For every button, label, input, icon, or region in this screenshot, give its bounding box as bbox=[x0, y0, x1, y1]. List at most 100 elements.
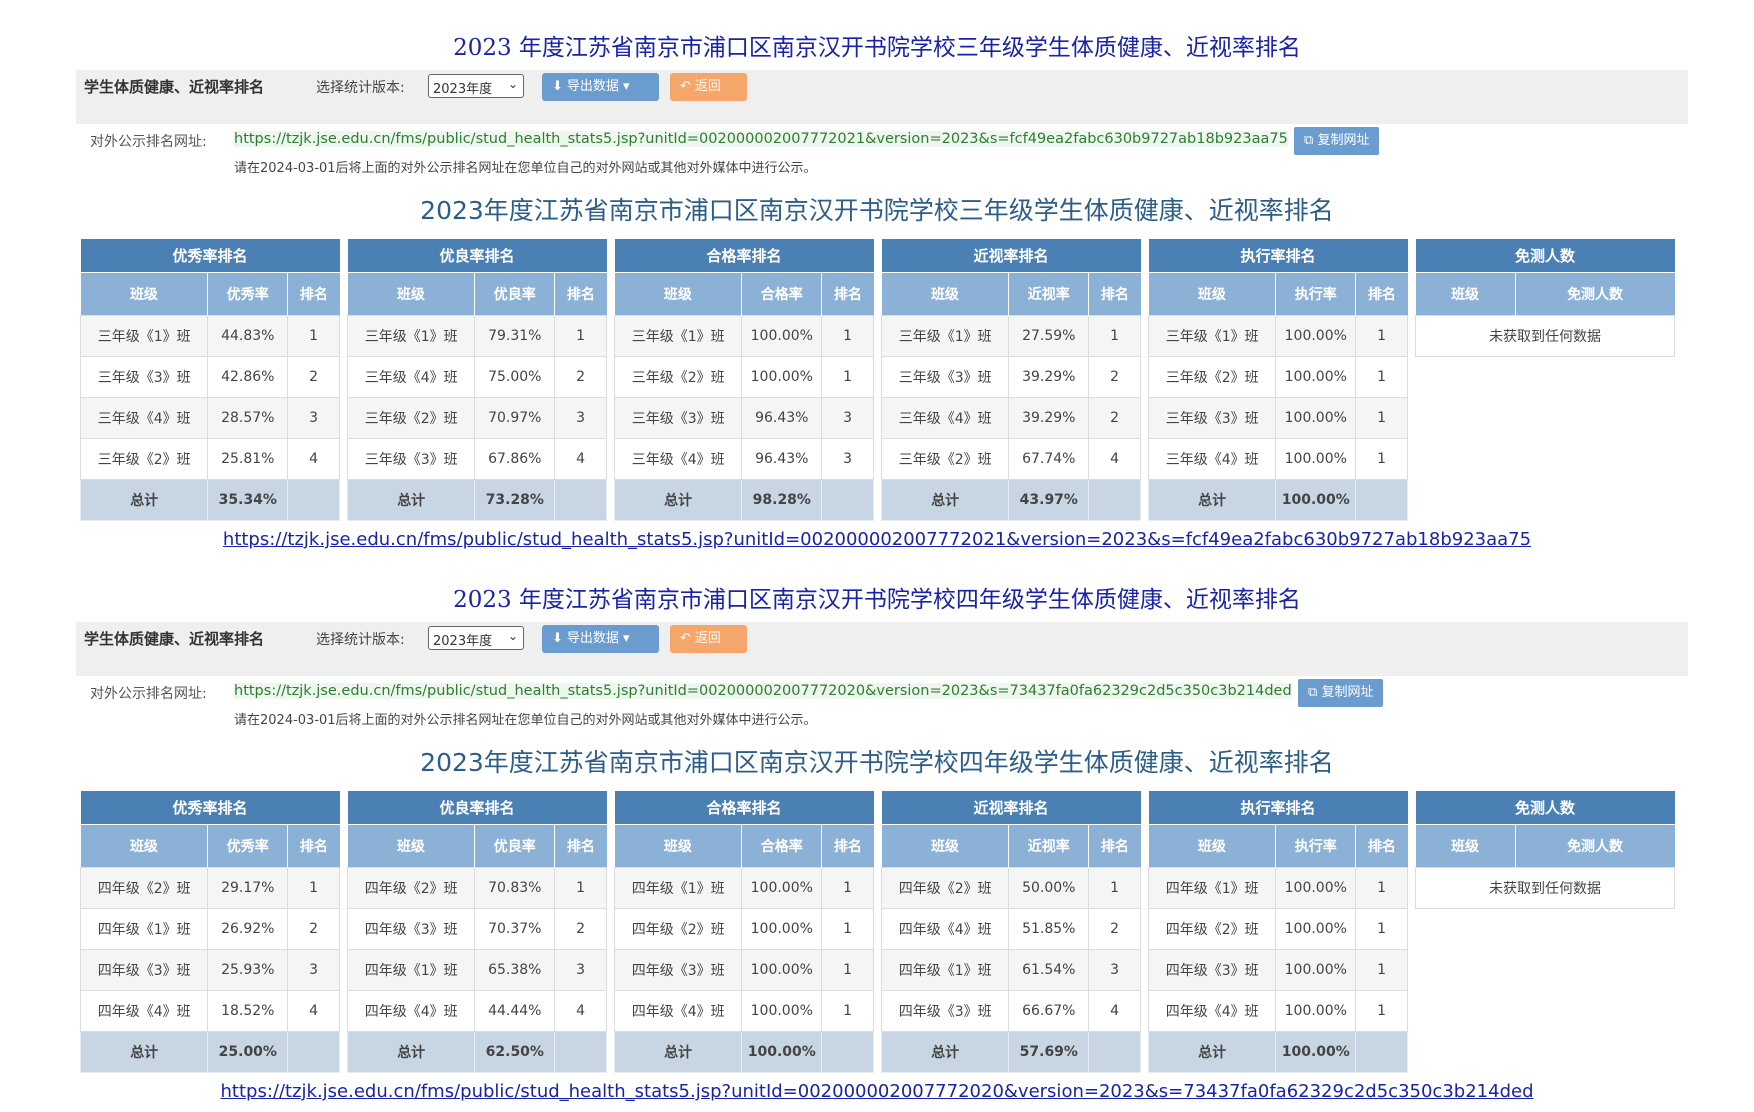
export-data-button[interactable]: ⬇ 导出数据 ▾ bbox=[542, 625, 659, 653]
version-select[interactable]: 2023年度 ⌄ bbox=[428, 626, 524, 650]
column-header: 班级 bbox=[881, 824, 1010, 868]
export-data-button[interactable]: ⬇ 导出数据 ▾ bbox=[542, 73, 659, 101]
column-header: 排名 bbox=[821, 272, 874, 316]
column-header: 排名 bbox=[554, 272, 607, 316]
table-cell: 四年级《1》班 bbox=[79, 908, 209, 950]
table-heading: 2023年度江苏省南京市浦口区南京汉开书院学校四年级学生体质健康、近视率排名 bbox=[420, 748, 1334, 777]
table-cell: 三年级《2》班 bbox=[79, 438, 209, 480]
table-row: 四年级《1》班 65.38% 3 bbox=[346, 949, 607, 991]
ranking-table: 优良率排名 班级 优良率 排名 四年级《2》班 70.83% 1 四年级《3》班 70.37% 2… bbox=[346, 791, 607, 1073]
table-cell: 四年级《4》班 bbox=[346, 990, 476, 1032]
table-row: 三年级《2》班 70.97% 3 bbox=[346, 397, 607, 439]
table-cell: 四年级《3》班 bbox=[613, 949, 743, 991]
table-row: 三年级《4》班 28.57% 3 bbox=[79, 397, 340, 439]
total-cell: 总计 bbox=[880, 479, 1010, 521]
table-row: 三年级《3》班 39.29% 2 bbox=[880, 356, 1141, 398]
public-url-link[interactable]: https://tzjk.jse.edu.cn/fms/public/stud_… bbox=[220, 1081, 1534, 1102]
table-cell: 50.00% bbox=[1008, 867, 1090, 909]
back-button[interactable]: ↶ 返回 bbox=[670, 73, 747, 101]
table-row: 三年级《3》班 96.43% 3 bbox=[613, 397, 874, 439]
table-cell: 三年级《4》班 bbox=[613, 438, 743, 480]
table-cell: 四年级《2》班 bbox=[79, 867, 209, 909]
toolbar-title: 学生体质健康、近视率排名 bbox=[84, 78, 265, 96]
column-header: 排名 bbox=[287, 272, 340, 316]
total-row: 总计 62.50% bbox=[346, 1031, 607, 1073]
total-cell: 总计 bbox=[79, 479, 209, 521]
column-header: 班级 bbox=[1148, 824, 1277, 868]
public-url-link[interactable]: https://tzjk.jse.edu.cn/fms/public/stud_… bbox=[222, 529, 1532, 550]
column-header: 合格率 bbox=[741, 824, 823, 868]
table-row: 三年级《1》班 44.83% 1 bbox=[79, 315, 340, 357]
copy-url-label: 复制网址 bbox=[1321, 685, 1374, 700]
column-header: 优良率 bbox=[474, 272, 556, 316]
table-caption: 合格率排名 bbox=[614, 239, 874, 273]
ranking-table: 近视率排名 班级 近视率 排名 三年级《1》班 27.59% 1 三年级《3》班 39.29% 2… bbox=[880, 239, 1141, 521]
table-cell: 三年级《1》班 bbox=[880, 315, 1010, 357]
column-header: 免测人数 bbox=[1515, 272, 1675, 316]
total-cell: 总计 bbox=[1147, 479, 1277, 521]
table-cell: 三年级《1》班 bbox=[79, 315, 209, 357]
back-label: 返回 bbox=[694, 79, 721, 94]
column-header: 优良率 bbox=[474, 824, 556, 868]
table-caption: 执行率排名 bbox=[1148, 791, 1408, 825]
total-cell: 73.28% bbox=[474, 479, 556, 521]
table-cell: 2 bbox=[1088, 356, 1141, 398]
public-url-value[interactable]: https://tzjk.jse.edu.cn/fms/public/stud_… bbox=[234, 683, 1292, 699]
total-cell bbox=[1355, 1031, 1408, 1073]
table-row: 三年级《2》班 67.74% 4 bbox=[880, 438, 1141, 480]
table-row: 三年级《3》班 100.00% 1 bbox=[1147, 397, 1408, 439]
table-cell: 四年级《2》班 bbox=[613, 908, 743, 950]
table-cell: 1 bbox=[287, 867, 340, 909]
table-cell: 26.92% bbox=[207, 908, 289, 950]
total-cell: 98.28% bbox=[741, 479, 823, 521]
table-cell: 100.00% bbox=[741, 990, 823, 1032]
total-cell: 100.00% bbox=[741, 1031, 823, 1073]
table-cell: 70.37% bbox=[474, 908, 556, 950]
ranking-table: 合格率排名 班级 合格率 排名 四年级《1》班 100.00% 1 四年级《2》班 100.00… bbox=[613, 791, 874, 1073]
total-cell: 总计 bbox=[346, 479, 476, 521]
total-cell bbox=[554, 1031, 607, 1073]
total-cell: 100.00% bbox=[1275, 479, 1357, 521]
publish-note: 请在2024-03-01后将上面的对外公示排名网址在您单位自己的对外网站或其他对… bbox=[234, 713, 817, 728]
table-caption: 近视率排名 bbox=[881, 791, 1141, 825]
page-heading: 2023 年度江苏省南京市浦口区南京汉开书院学校四年级学生体质健康、近视率排名 bbox=[453, 587, 1301, 613]
table-cell: 44.83% bbox=[207, 315, 289, 357]
column-header: 优秀率 bbox=[207, 272, 289, 316]
table-cell: 3 bbox=[1088, 949, 1141, 991]
total-row: 总计 100.00% bbox=[1147, 479, 1408, 521]
public-url-value[interactable]: https://tzjk.jse.edu.cn/fms/public/stud_… bbox=[234, 131, 1288, 147]
table-cell: 2 bbox=[1088, 908, 1141, 950]
column-header: 合格率 bbox=[741, 272, 823, 316]
table-caption: 执行率排名 bbox=[1148, 239, 1408, 273]
table-cell: 1 bbox=[1355, 438, 1408, 480]
table-row: 三年级《2》班 25.81% 4 bbox=[79, 438, 340, 480]
table-row: 四年级《4》班 100.00% 1 bbox=[613, 990, 874, 1032]
column-header: 班级 bbox=[80, 272, 209, 316]
total-cell: 总计 bbox=[346, 1031, 476, 1073]
ranking-table: 优良率排名 班级 优良率 排名 三年级《1》班 79.31% 1 三年级《4》班 75.00% 2… bbox=[346, 239, 607, 521]
table-cell: 18.52% bbox=[207, 990, 289, 1032]
table-cell: 三年级《1》班 bbox=[1147, 315, 1277, 357]
table-cell: 39.29% bbox=[1008, 397, 1090, 439]
table-cell: 100.00% bbox=[741, 315, 823, 357]
table-cell: 2 bbox=[287, 356, 340, 398]
version-select[interactable]: 2023年度 ⌄ bbox=[428, 74, 524, 98]
ranking-tables: 优秀率排名 班级 优秀率 排名 四年级《2》班 29.17% 1 四年级《1》班 26.92% 2… bbox=[0, 791, 1754, 1073]
table-cell: 1 bbox=[821, 356, 874, 398]
table-cell: 61.54% bbox=[1008, 949, 1090, 991]
total-cell: 总计 bbox=[79, 1031, 209, 1073]
copy-url-button[interactable]: ⧉ 复制网址 bbox=[1298, 679, 1384, 707]
total-row: 总计 25.00% bbox=[79, 1031, 340, 1073]
copy-url-button[interactable]: ⧉ 复制网址 bbox=[1294, 127, 1380, 155]
table-row: 四年级《3》班 100.00% 1 bbox=[613, 949, 874, 991]
ranking-table: 执行率排名 班级 执行率 排名 三年级《1》班 100.00% 1 三年级《2》班 100.00… bbox=[1147, 239, 1408, 521]
total-row: 总计 100.00% bbox=[1147, 1031, 1408, 1073]
table-row: 四年级《4》班 44.44% 4 bbox=[346, 990, 607, 1032]
public-url-label: 对外公示排名网址: bbox=[90, 686, 207, 702]
table-cell: 3 bbox=[821, 397, 874, 439]
column-header: 排名 bbox=[1088, 272, 1141, 316]
chevron-down-icon: ⌄ bbox=[507, 629, 518, 643]
table-row: 四年级《2》班 100.00% 1 bbox=[613, 908, 874, 950]
table-caption: 优良率排名 bbox=[347, 791, 607, 825]
back-button[interactable]: ↶ 返回 bbox=[670, 625, 747, 653]
